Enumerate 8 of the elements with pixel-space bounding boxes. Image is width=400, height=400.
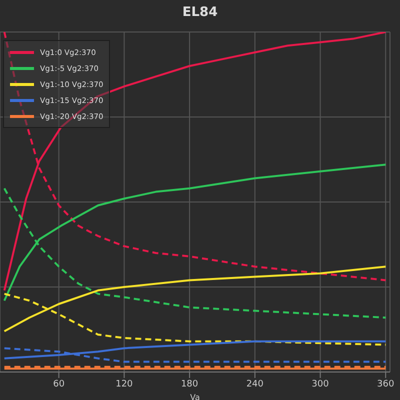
x-tick-label: 60 (53, 379, 65, 390)
x-tick-label: 240 (246, 379, 264, 390)
x-tick-label: 180 (180, 379, 198, 390)
x-tick-label: 120 (116, 379, 134, 390)
chart-title: EL84 (181, 4, 219, 22)
x-axis-title: Va (190, 393, 200, 400)
x-tick-label: 300 (312, 379, 330, 390)
x-tick-label: 360 (377, 379, 394, 390)
